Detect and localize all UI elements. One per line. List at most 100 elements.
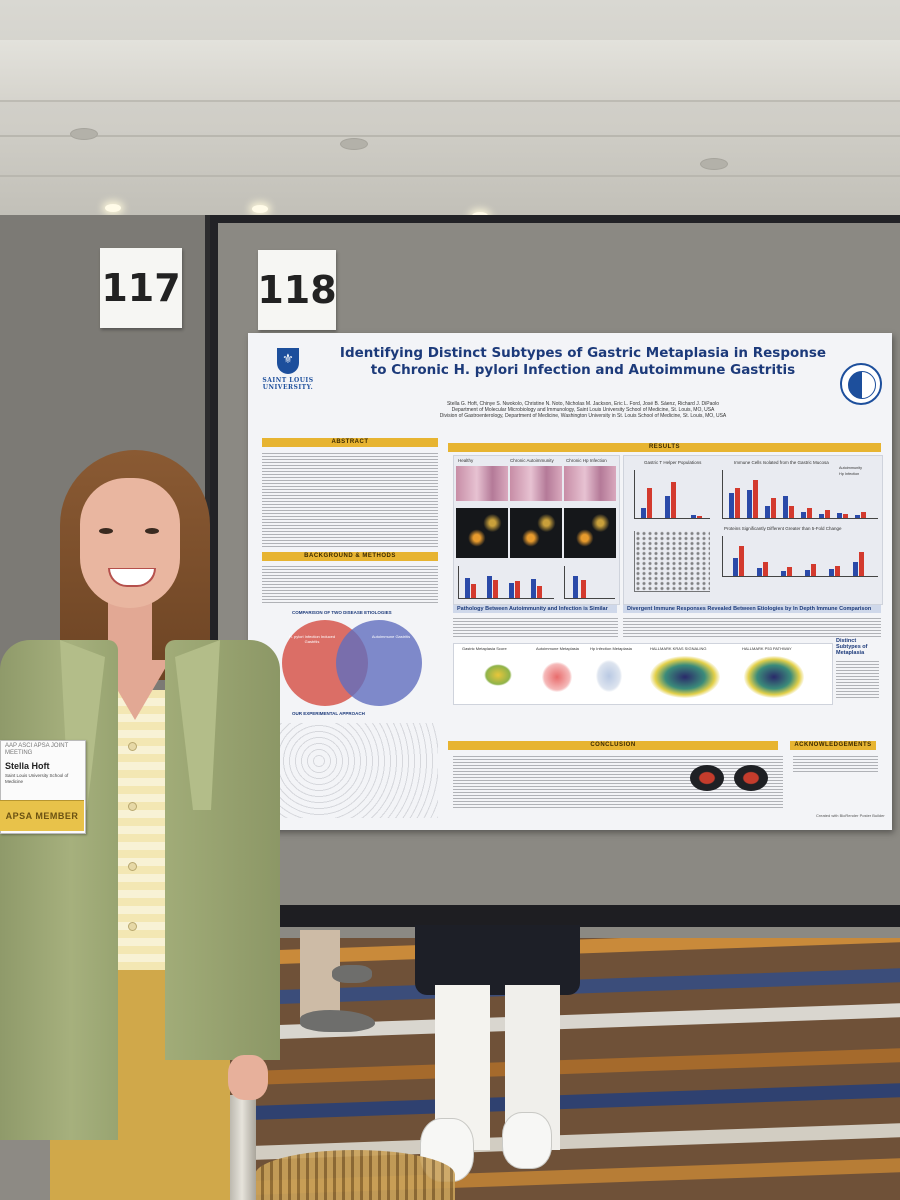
bar-infection bbox=[787, 567, 792, 576]
pathology-subheading: Pathology Between Autoimmunity and Infec… bbox=[453, 605, 617, 613]
bar-autoimmunity bbox=[665, 496, 670, 518]
ceiling-beam bbox=[0, 40, 900, 102]
pathology-bar-chart bbox=[458, 566, 554, 599]
booth-number-118: 118 bbox=[257, 250, 337, 330]
bar-autoimmunity bbox=[573, 576, 578, 598]
poster-footer: Created with BioRender Poster Builder bbox=[816, 813, 885, 818]
bar-infection bbox=[471, 584, 476, 598]
university-name: SAINT LOUIS UNIVERSITY. bbox=[262, 377, 314, 391]
poster-title: Identifying Distinct Subtypes of Gastric… bbox=[323, 345, 843, 379]
background-methods-header: BACKGROUND & METHODS bbox=[262, 552, 438, 561]
slu-logo: ⚜ SAINT LOUIS UNIVERSITY. bbox=[258, 348, 318, 391]
divergent-text bbox=[623, 616, 881, 638]
blouse-button bbox=[128, 802, 137, 811]
bar-autoimmunity bbox=[465, 578, 470, 598]
umap-title-autoimmune: Autoimmune Metaplasia bbox=[536, 646, 579, 651]
person-dark-top bbox=[415, 925, 580, 995]
bar-infection bbox=[789, 506, 794, 518]
umap-cluster bbox=[650, 656, 720, 698]
bar-infection bbox=[753, 480, 758, 518]
bar-autoimmunity bbox=[819, 514, 824, 518]
blouse-button bbox=[128, 922, 137, 931]
ceiling-tile-line bbox=[0, 135, 900, 137]
histology-image bbox=[456, 466, 508, 501]
umbrella-handle bbox=[228, 1095, 256, 1200]
distinct-subtypes-heading: Distinct Subtypes of Metaplasia bbox=[836, 638, 868, 656]
legend-autoimmunity: Autoimmunity bbox=[839, 466, 863, 470]
carpet-stripe bbox=[230, 1048, 900, 1086]
ceiling-tile-line bbox=[0, 175, 900, 177]
acknowledgements-text bbox=[793, 754, 878, 774]
bar-autoimmunity bbox=[747, 490, 752, 518]
carpet-stripe bbox=[230, 1083, 900, 1121]
umap-cluster bbox=[744, 656, 804, 698]
poster-header: ⚜ SAINT LOUIS UNIVERSITY. Identifying Di… bbox=[248, 333, 892, 433]
poster-board-base bbox=[210, 905, 900, 927]
bar-autoimmunity bbox=[641, 508, 646, 518]
bar-autoimmunity bbox=[837, 513, 842, 518]
poster-title-line-2: to Chronic H. pylori Infection and Autoi… bbox=[370, 362, 796, 378]
venn-label-autoimmune: Autoimmune Gastritis bbox=[371, 634, 411, 639]
results-header: RESULTS bbox=[448, 443, 881, 452]
bar-infection bbox=[807, 508, 812, 518]
presenter-eye bbox=[145, 528, 159, 534]
umap-title-score: Gastric Metaplasia Score bbox=[462, 646, 507, 651]
bar-infection bbox=[647, 488, 652, 518]
yin-yang-icon bbox=[848, 371, 876, 399]
bar-infection bbox=[771, 498, 776, 518]
bar-autoimmunity bbox=[531, 579, 536, 598]
stomach-icon bbox=[690, 765, 724, 791]
abstract-text bbox=[262, 451, 438, 547]
badge-name: Stella Hoft bbox=[5, 761, 50, 771]
bar-infection bbox=[861, 512, 866, 518]
immune-cells-bar-chart bbox=[722, 470, 878, 519]
background-text bbox=[262, 564, 438, 604]
pathology-text bbox=[453, 616, 618, 638]
ceiling-light bbox=[105, 204, 121, 212]
umap-cluster bbox=[596, 660, 622, 692]
approach-heading: OUR EXPERIMENTAL APPROACH bbox=[292, 711, 365, 716]
bar-infection bbox=[825, 510, 830, 518]
department-seal-icon bbox=[840, 363, 882, 405]
histology-image bbox=[564, 466, 616, 501]
abstract-header: ABSTRACT bbox=[262, 438, 438, 447]
woven-basket bbox=[255, 1150, 455, 1200]
umap-title-infection: Hp Infection Metaplasia bbox=[590, 646, 632, 651]
immune-charts-panel: Gastric T Helper Populations Immune Cell… bbox=[623, 455, 883, 605]
umap-cluster bbox=[542, 662, 572, 692]
bar-autoimmunity bbox=[757, 568, 762, 576]
stomach-icon bbox=[734, 765, 768, 791]
bar-autoimmunity bbox=[487, 576, 492, 598]
white-sneaker bbox=[502, 1112, 552, 1169]
ceiling bbox=[0, 0, 900, 215]
bar-autoimmunity bbox=[855, 515, 860, 518]
ceiling-vent bbox=[340, 138, 368, 150]
bar-infection bbox=[537, 586, 542, 598]
immunofluorescence-image bbox=[564, 508, 616, 558]
bar-autoimmunity bbox=[733, 558, 738, 576]
chart-title-immune-cells: Immune Cells Isolated from the Gastric M… bbox=[734, 460, 829, 465]
bar-autoimmunity bbox=[829, 569, 834, 576]
experimental-approach-diagram bbox=[268, 723, 438, 818]
umap-cluster bbox=[484, 664, 512, 686]
ceiling-vent bbox=[700, 158, 728, 170]
ceiling-light bbox=[252, 205, 268, 213]
pathology-bar-chart-2 bbox=[564, 566, 615, 599]
presenter-hand bbox=[228, 1055, 268, 1100]
conclusion-text bbox=[453, 754, 783, 810]
presenter-face bbox=[80, 478, 180, 608]
presenter-eye bbox=[99, 528, 113, 534]
shoe bbox=[332, 965, 372, 983]
bar-infection bbox=[671, 482, 676, 518]
fleur-de-lis-icon: ⚜ bbox=[277, 348, 299, 374]
umap-panel: Gastric Metaplasia Score Autoimmune Meta… bbox=[453, 643, 833, 705]
bar-infection bbox=[843, 514, 848, 518]
bar-autoimmunity bbox=[729, 493, 734, 518]
badge-ribbon: APSA MEMBER bbox=[0, 800, 84, 831]
poster-authors: Stella G. Hoft, Chinye S. Nwokolo, Chris… bbox=[368, 401, 798, 419]
affiliation-1: Department of Molecular Microbiology and… bbox=[451, 407, 715, 413]
blouse-button bbox=[128, 862, 137, 871]
distinct-subtypes-text bbox=[836, 659, 879, 699]
bar-infection bbox=[739, 546, 744, 576]
bar-infection bbox=[515, 581, 520, 598]
